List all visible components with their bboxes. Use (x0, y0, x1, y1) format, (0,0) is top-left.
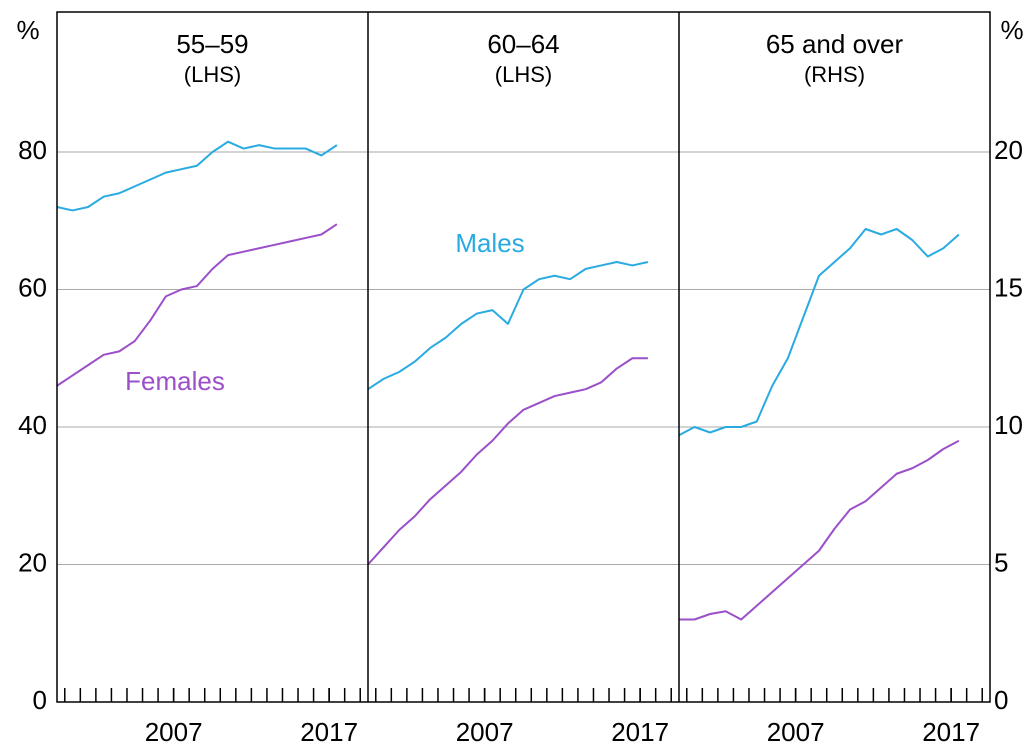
plot-frame (56, 11, 991, 703)
x-tick-label: 2007 (456, 717, 514, 747)
line-series (56, 140, 338, 212)
x-tick-label: 2017 (300, 717, 358, 747)
panel-subtitle: (LHS) (495, 62, 552, 87)
x-tick-label: 2007 (767, 717, 825, 747)
line-series (367, 261, 649, 391)
y-tick-label: 80 (18, 135, 47, 165)
annotation: Males (455, 228, 524, 258)
y-tick-label: 60 (18, 272, 47, 302)
x-tick-label: 2007 (145, 717, 203, 747)
line-series (678, 228, 960, 437)
panel-title: 55–59 (176, 29, 248, 59)
y-axis-label: % (16, 15, 39, 45)
y2-tick-label: 5 (994, 547, 1008, 577)
y2-tick-label: 10 (994, 410, 1023, 440)
x-tick-label: 2017 (922, 717, 980, 747)
panel-subtitle: (LHS) (184, 62, 241, 87)
panel-title: 65 and over (766, 29, 904, 59)
y-tick-label: 0 (33, 685, 47, 715)
annotation: Females (125, 366, 225, 396)
x-tick-label: 2017 (611, 717, 669, 747)
y2-tick-label: 15 (994, 272, 1023, 302)
line-series (679, 439, 960, 621)
y2-tick-label: 20 (994, 135, 1023, 165)
line-series (367, 357, 648, 566)
y-tick-label: 20 (18, 547, 47, 577)
y-tick-label: 40 (18, 410, 47, 440)
y2-tick-label: 0 (994, 685, 1008, 715)
panel-subtitle: (RHS) (804, 62, 865, 87)
panel-title: 60–64 (487, 29, 559, 59)
line-series (56, 223, 338, 387)
y2-axis-label: % (1000, 15, 1023, 45)
